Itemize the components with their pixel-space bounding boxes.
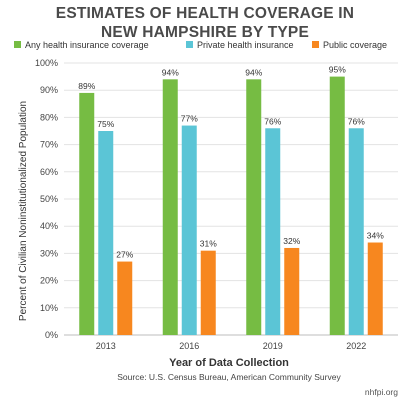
source-note: Source: U.S. Census Bureau, American Com…: [117, 372, 341, 382]
data-label: 77%: [181, 114, 198, 124]
bars: [79, 76, 383, 335]
bar-3-2016: [200, 250, 216, 335]
data-label: 34%: [367, 231, 384, 241]
bar-1-2016: [162, 79, 178, 335]
y-axis-title: Percent of Civilian Noninstitutionalized…: [18, 101, 29, 321]
x-axis: 2013 2016 2019 2022: [96, 341, 367, 351]
x-tick-label: 2022: [346, 341, 366, 351]
legend-label: Private health insurance: [197, 40, 294, 50]
legend-swatch: [186, 41, 193, 48]
bar-1-2022: [329, 76, 345, 335]
legend-label: Any health insurance coverage: [25, 40, 149, 50]
y-tick-label: 20%: [40, 276, 58, 286]
y-tick-label: 70%: [40, 140, 58, 150]
y-axis: 0% 10% 20% 30% 40% 50% 60% 70% 80% 90% 100%: [35, 58, 58, 340]
bar-3-2019: [284, 247, 300, 335]
x-tick-label: 2013: [96, 341, 116, 351]
y-tick-label: 40%: [40, 221, 58, 231]
y-tick-label: 30%: [40, 248, 58, 258]
chart-title-line-1: ESTIMATES OF HEALTH COVERAGE IN: [55, 5, 355, 22]
legend-label: Public coverage: [323, 40, 387, 50]
y-tick-label: 50%: [40, 194, 58, 204]
bar-3-2022: [367, 242, 383, 335]
y-tick-label: 90%: [40, 85, 58, 95]
data-label: 94%: [162, 67, 179, 77]
y-tick-label: 0%: [45, 330, 58, 340]
data-label: 31%: [200, 239, 217, 249]
y-tick-label: 100%: [35, 58, 58, 68]
bar-2-2016: [181, 125, 197, 335]
data-labels: 89% 75% 27% 94% 77% 31% 94% 76% 32% 95% 76% 34%: [78, 65, 384, 260]
bar-3-2013: [117, 261, 133, 335]
bar-2-2013: [98, 131, 114, 335]
data-label: 76%: [264, 116, 281, 126]
bar-1-2013: [79, 92, 95, 335]
y-tick-label: 10%: [40, 303, 58, 313]
data-label: 27%: [116, 250, 133, 260]
data-label: 32%: [283, 236, 300, 246]
gridlines: [64, 62, 398, 336]
data-label: 95%: [329, 65, 346, 75]
data-label: 89%: [78, 81, 95, 91]
y-tick-label: 80%: [40, 112, 58, 122]
x-tick-label: 2019: [263, 341, 283, 351]
x-axis-title: Year of Data Collection: [169, 357, 289, 369]
y-tick-label: 60%: [40, 167, 58, 177]
legend: Any health insurance coverage Private hea…: [14, 40, 387, 50]
legend-swatch: [14, 41, 21, 48]
legend-swatch: [312, 41, 319, 48]
data-label: 94%: [245, 67, 262, 77]
credit-text: nhfpi.org: [365, 387, 398, 397]
bar-1-2019: [246, 79, 262, 335]
data-label: 76%: [348, 116, 365, 126]
x-tick-label: 2016: [179, 341, 199, 351]
chart-title-line-2: NEW HAMPSHIRE BY TYPE: [100, 24, 310, 41]
bar-2-2019: [265, 128, 281, 335]
bar-2-2022: [348, 128, 364, 335]
chart-title: ESTIMATES OF HEALTH COVERAGE IN NEW HAMP…: [0, 4, 410, 42]
data-label: 75%: [97, 119, 114, 129]
